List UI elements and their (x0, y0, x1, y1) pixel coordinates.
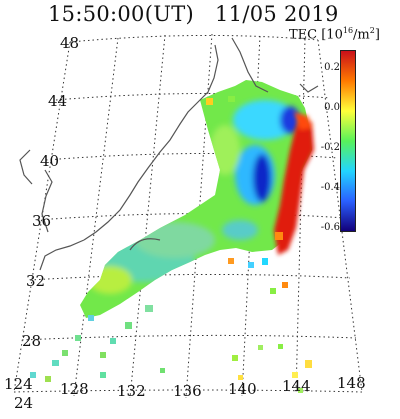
lat-label-28: 28 (22, 332, 42, 350)
lon-label-132: 132 (117, 382, 146, 400)
map-title: 15:50:00(UT) 11/05 2019 (48, 2, 353, 26)
colorbar-label-prefix: TEC [10 (289, 27, 343, 43)
station-pixels (30, 96, 312, 393)
lon-label-136: 136 (173, 382, 202, 400)
colorbar (340, 50, 356, 232)
lat-label-48: 48 (60, 34, 80, 52)
lat-label-32: 32 (26, 272, 46, 290)
colorbar-label-sup: 2 (369, 26, 375, 35)
lon-label-140: 140 (228, 380, 257, 398)
colorbar-label-exp: 16 (342, 26, 354, 35)
lat-label-44: 44 (48, 92, 68, 110)
lon-label-148: 148 (337, 374, 366, 392)
colorbar-tick-2: 0.0 (324, 102, 340, 113)
lat-label-40: 40 (40, 152, 60, 170)
colorbar-label-close: ] (374, 27, 380, 43)
lon-label-128: 128 (60, 380, 89, 398)
colorbar-tick-5: -0.6 (320, 222, 340, 233)
colorbar-label-suffix: /m (353, 27, 370, 43)
lat-label-24: 24 (14, 394, 34, 412)
lon-label-144: 144 (282, 377, 311, 395)
colorbar-tick-4: -0.4 (320, 182, 340, 193)
lat-label-36: 36 (32, 212, 52, 230)
lon-label-124: 124 (4, 375, 33, 393)
title-time: 15:50:00(UT) (48, 2, 195, 26)
colorbar-tick-3: -0.2 (320, 142, 340, 153)
colorbar-tick-1: 0.2 (324, 62, 340, 73)
colorbar-title: TEC [1016/m2] (289, 26, 380, 42)
title-date: 11/05 2019 (215, 2, 339, 26)
coastlines (19, 37, 319, 271)
tec-data-field (30, 80, 314, 393)
